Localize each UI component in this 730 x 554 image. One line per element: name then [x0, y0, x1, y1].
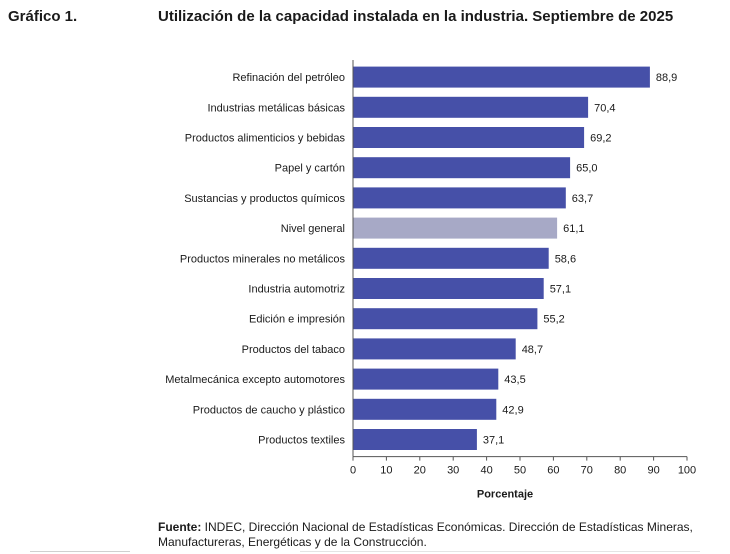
- chart-header: Gráfico 1. Utilización de la capacidad i…: [0, 4, 730, 28]
- bar-7: [353, 278, 544, 299]
- bar-2: [353, 127, 585, 148]
- category-label: Edición e impresión: [249, 314, 345, 326]
- data-label: 70,4: [594, 102, 615, 114]
- bar-9: [353, 338, 516, 360]
- data-label: 63,7: [572, 193, 593, 205]
- bar-11: [353, 398, 497, 420]
- data-label: 48,7: [522, 344, 543, 356]
- x-axis-title: Porcentaje: [477, 489, 533, 501]
- category-label: Productos alimenticios y bebidas: [185, 133, 346, 145]
- bar-chart: Refinación del petróleo 88,9 Industrias me…: [165, 60, 696, 501]
- category-label: Productos del tabaco: [242, 344, 345, 356]
- data-label: 88,9: [656, 72, 677, 84]
- x-tick-label: 70: [581, 465, 593, 477]
- data-label: 55,2: [543, 314, 564, 326]
- bar-12: [353, 429, 477, 450]
- data-label: 43,5: [504, 374, 525, 386]
- category-label: Metalmecánica excepto automotores: [165, 374, 345, 386]
- chart-title: Utilización de la capacidad instalada en…: [158, 8, 674, 25]
- data-label: 69,2: [590, 133, 611, 145]
- data-label: 37,1: [483, 435, 504, 447]
- data-label: 58,6: [555, 253, 576, 265]
- data-label: 42,9: [502, 404, 523, 416]
- x-tick-label: 90: [647, 465, 659, 477]
- x-tick-label: 50: [514, 465, 526, 477]
- data-label: 61,1: [563, 223, 584, 235]
- x-tick-label: 100: [678, 465, 696, 477]
- bar-4: [353, 187, 566, 209]
- bar-0: [353, 66, 650, 88]
- data-label: 65,0: [576, 163, 597, 175]
- category-label: Sustancias y productos químicos: [184, 193, 345, 205]
- source-text: INDEC, Dirección Nacional de Estadística…: [158, 520, 693, 549]
- category-label: Industria automotriz: [248, 284, 345, 296]
- category-label: Industrias metálicas básicas: [207, 102, 345, 114]
- x-tick-label: 30: [447, 465, 459, 477]
- footer-divider: [30, 551, 130, 552]
- category-label: Refinación del petróleo: [232, 72, 345, 84]
- category-label: Nivel general: [281, 223, 345, 235]
- x-tick-label: 40: [480, 465, 492, 477]
- category-label: Productos de caucho y plástico: [193, 404, 345, 416]
- bar-1: [353, 96, 589, 118]
- x-tick-label: 10: [380, 465, 392, 477]
- x-tick-label: 0: [350, 465, 356, 477]
- bar-3: [353, 157, 571, 179]
- source-note: Fuente: INDEC, Dirección Nacional de Est…: [158, 520, 718, 550]
- bar-5: [353, 217, 558, 239]
- category-label: Productos minerales no metálicos: [180, 253, 346, 265]
- x-tick-label: 80: [614, 465, 626, 477]
- bar-10: [353, 368, 499, 390]
- x-tick-label: 60: [547, 465, 559, 477]
- x-tick-label: 20: [414, 465, 426, 477]
- bar-6: [353, 247, 549, 269]
- footer-divider-right: [300, 551, 700, 552]
- chart-number-label: Gráfico 1.: [8, 8, 78, 25]
- category-label: Papel y cartón: [275, 163, 345, 175]
- bar-8: [353, 308, 538, 330]
- category-label: Productos textiles: [258, 435, 345, 447]
- source-label: Fuente:: [158, 520, 202, 534]
- data-label: 57,1: [550, 284, 571, 296]
